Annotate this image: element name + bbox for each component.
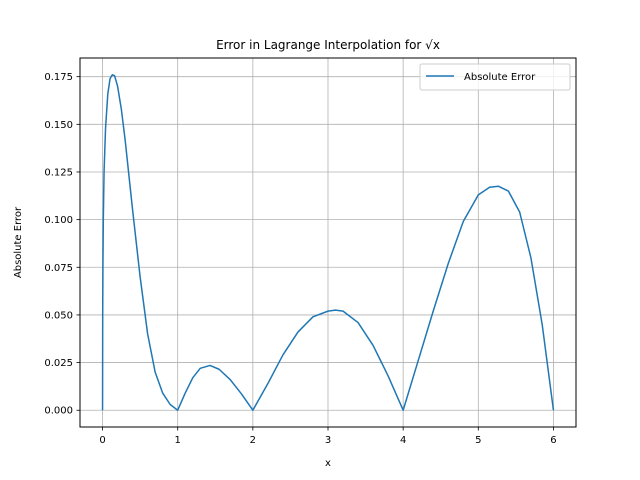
series-line-absolute-error [101, 74, 555, 411]
y-axis-label: Absolute Error [13, 206, 24, 278]
y-axis-ticks: 0.000 0.025 0.050 0.075 0.100 0.125 0.150 0.175 [44, 72, 80, 417]
x-axis-label: x [325, 458, 331, 469]
series-layer [101, 74, 555, 411]
x-tick-label: 1 [175, 435, 181, 446]
x-tick-label: 4 [400, 435, 406, 446]
x-tick-label: 6 [550, 435, 556, 446]
x-tick-label: 2 [250, 435, 256, 446]
x-tick-label: 3 [325, 435, 331, 446]
y-tick-label: 0.125 [44, 167, 73, 178]
y-tick-label: 0.025 [44, 358, 73, 369]
grid [80, 58, 576, 427]
legend: Absolute Error [419, 63, 571, 91]
y-tick-label: 0.050 [44, 310, 73, 321]
x-axis-ticks: 0 1 2 3 4 5 6 [99, 427, 557, 446]
y-tick-label: 0.150 [44, 120, 73, 131]
legend-box [419, 63, 571, 91]
legend-label: Absolute Error [464, 72, 536, 83]
x-tick-label: 5 [475, 435, 481, 446]
y-tick-label: 0.100 [44, 215, 73, 226]
chart-title: Error in Lagrange Interpolation for √x [216, 38, 440, 52]
y-tick-label: 0.000 [44, 406, 73, 417]
y-tick-label: 0.175 [44, 72, 73, 83]
x-tick-label: 0 [99, 435, 105, 446]
y-tick-label: 0.075 [44, 263, 73, 274]
